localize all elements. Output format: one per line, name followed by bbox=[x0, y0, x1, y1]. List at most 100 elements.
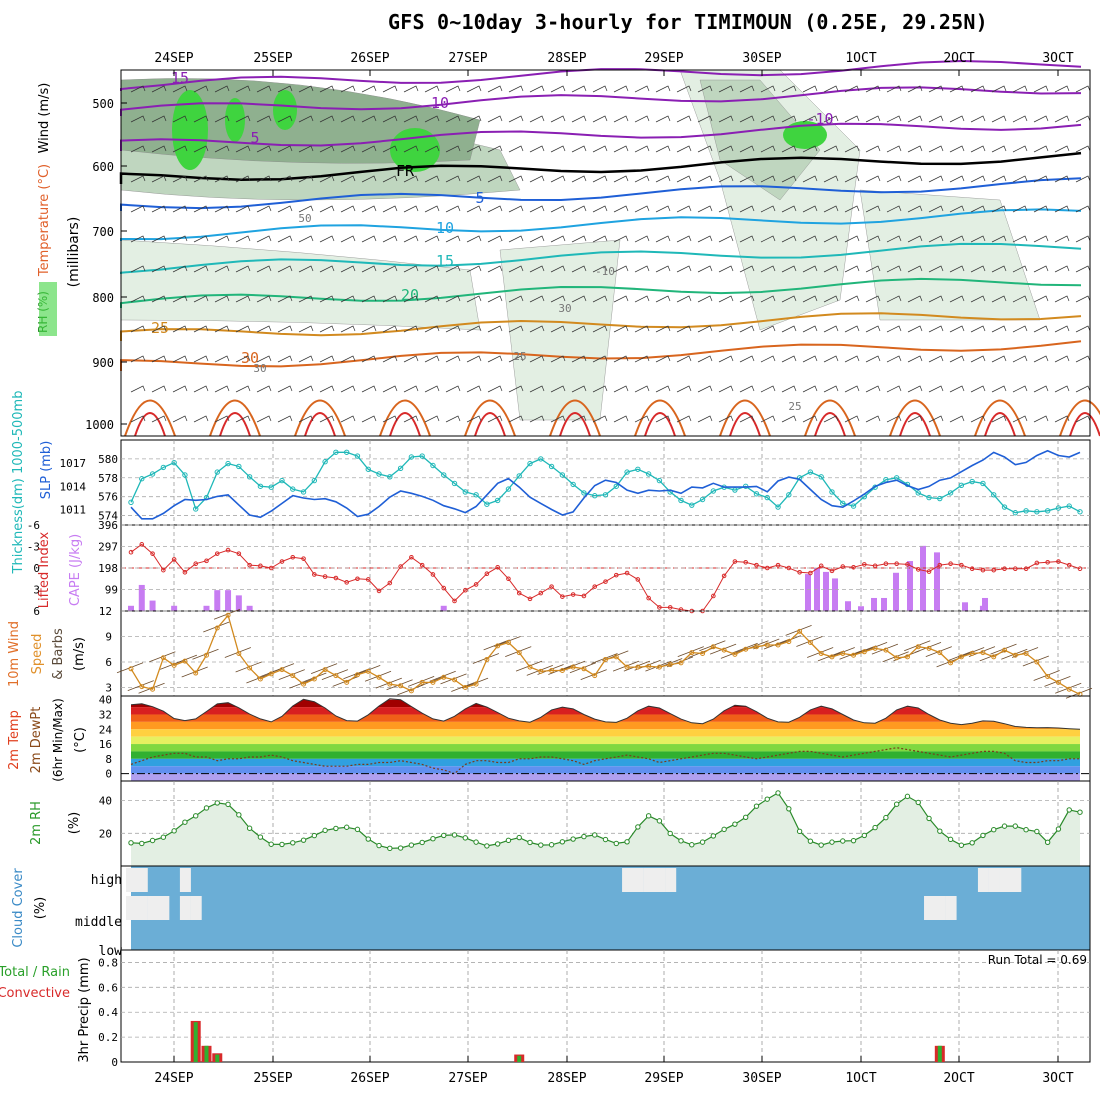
wind-barb bbox=[298, 385, 314, 393]
cape-bar bbox=[440, 605, 447, 611]
li-point bbox=[171, 557, 177, 562]
li-point bbox=[473, 582, 479, 587]
cloud-bar-middle bbox=[158, 896, 170, 920]
contour-label-6: -10 bbox=[595, 265, 615, 278]
wind-barb bbox=[256, 175, 272, 183]
wind-barb bbox=[1075, 415, 1091, 423]
cloud-bar-middle bbox=[934, 896, 946, 920]
rh2m-point bbox=[764, 796, 770, 802]
wind-barb bbox=[655, 85, 671, 93]
wind-barb bbox=[424, 265, 440, 273]
wind-barb bbox=[802, 235, 818, 243]
wind-barb bbox=[487, 265, 503, 273]
wind10m-barb bbox=[354, 664, 381, 676]
wind-barb bbox=[844, 415, 860, 423]
wind-barb bbox=[823, 325, 839, 333]
wind-barb bbox=[382, 85, 398, 93]
li-point bbox=[387, 580, 393, 586]
isotherm-label-6: 15 bbox=[436, 252, 454, 270]
wind-barb bbox=[214, 355, 230, 363]
wind10m-barb bbox=[763, 638, 791, 650]
wind-barb bbox=[949, 265, 965, 273]
li-point bbox=[862, 562, 867, 567]
hot-core-10 bbox=[984, 412, 1016, 437]
wind10m-point bbox=[689, 650, 695, 656]
cape-bar bbox=[893, 572, 899, 611]
wind-barb bbox=[676, 325, 692, 333]
wind-barb bbox=[298, 415, 314, 423]
rh2m-point bbox=[160, 834, 167, 840]
wind-barb bbox=[550, 385, 566, 393]
thickness-point bbox=[1012, 510, 1018, 516]
wind10m-point bbox=[236, 651, 242, 656]
temperature-legend: Temperature (°C) bbox=[37, 164, 52, 277]
wind-barb bbox=[151, 325, 167, 333]
thickness-point bbox=[484, 501, 490, 507]
thickness-point bbox=[527, 460, 533, 467]
wind-barb bbox=[718, 85, 734, 93]
wind-barb bbox=[802, 205, 818, 213]
wind-barb bbox=[256, 85, 272, 93]
wind-barb bbox=[781, 265, 797, 273]
wind-barb bbox=[529, 85, 545, 93]
rh2m-point bbox=[915, 799, 921, 806]
wind10m-point bbox=[710, 644, 716, 650]
wind-barb bbox=[130, 145, 146, 153]
wind-barb bbox=[1012, 205, 1028, 213]
li-point bbox=[182, 570, 188, 575]
wind-barb bbox=[319, 355, 335, 363]
thickness-point bbox=[678, 497, 684, 504]
wind-barb bbox=[865, 355, 881, 363]
cloud-tick-high: high bbox=[91, 873, 122, 888]
wind-barb bbox=[172, 265, 188, 273]
wind-barb bbox=[214, 235, 230, 243]
rh2m-point bbox=[343, 824, 350, 830]
li-point bbox=[193, 561, 199, 567]
wind-barb bbox=[529, 205, 545, 213]
rh2m-point bbox=[311, 832, 318, 839]
wind-barb bbox=[1012, 265, 1028, 273]
wind-barb bbox=[466, 145, 482, 153]
wind-barb bbox=[466, 235, 482, 243]
wind-barb bbox=[151, 295, 167, 303]
wind-barb bbox=[1033, 355, 1049, 363]
wind-barb bbox=[760, 205, 776, 213]
wind-barb bbox=[802, 175, 818, 183]
wind-barb bbox=[172, 415, 188, 423]
wind-barb bbox=[1054, 175, 1070, 183]
wind10m-barb bbox=[904, 640, 931, 652]
li-point bbox=[538, 590, 544, 596]
thickness-point bbox=[570, 481, 576, 488]
wind-barb bbox=[214, 145, 230, 153]
wind-barb bbox=[823, 385, 839, 393]
bottom-date-label: 2OCT bbox=[943, 1071, 974, 1086]
wind10m-barb bbox=[785, 625, 812, 636]
wind-barb bbox=[844, 85, 860, 93]
li-point bbox=[333, 575, 339, 581]
wind-barb bbox=[844, 325, 860, 333]
wind-barb bbox=[466, 385, 482, 393]
wind-barb bbox=[529, 235, 545, 243]
cloud-bar-high bbox=[654, 868, 666, 892]
wind10m-point bbox=[549, 668, 555, 673]
isotherm-6 bbox=[120, 242, 1082, 274]
wind-barb bbox=[1054, 295, 1070, 303]
wind-barb bbox=[487, 355, 503, 363]
wind10m-frame bbox=[120, 610, 1091, 697]
wind10m-barb bbox=[645, 660, 672, 672]
wind10m-point bbox=[1034, 659, 1040, 665]
wind-barb bbox=[466, 115, 482, 123]
rh-shade-3 bbox=[699, 79, 821, 201]
hot-core-6 bbox=[644, 412, 676, 437]
thickness-point bbox=[149, 471, 156, 477]
precip-legend-convective: Convective bbox=[0, 986, 70, 1001]
wind-barb bbox=[592, 325, 608, 333]
wind-barb bbox=[235, 235, 251, 243]
rh2m-point bbox=[203, 805, 210, 811]
wind-barb bbox=[487, 85, 503, 93]
rh2m-point bbox=[494, 841, 501, 847]
wind-barb bbox=[613, 355, 629, 363]
wind-barb bbox=[508, 415, 524, 423]
wind-barb bbox=[340, 265, 356, 273]
wind-barb bbox=[655, 385, 671, 393]
